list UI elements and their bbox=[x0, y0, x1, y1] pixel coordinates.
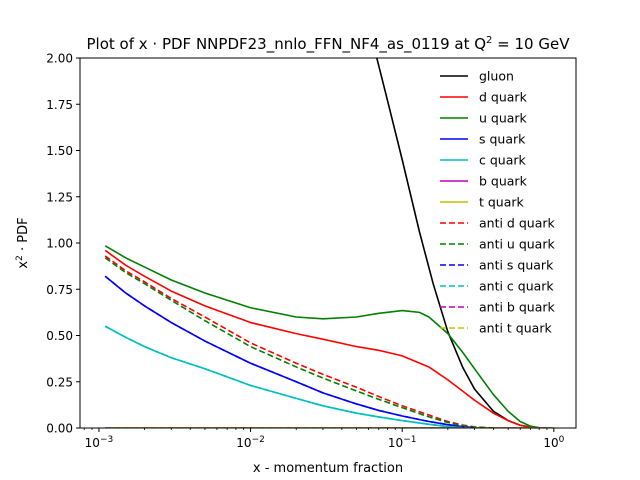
legend-label-s-quark: s quark bbox=[479, 132, 526, 147]
legend-label-b-quark: b quark bbox=[479, 174, 528, 189]
x-tick-label: 10−2 bbox=[236, 435, 265, 450]
series-d-quark-line bbox=[104, 249, 540, 428]
legend-label-anti-t-quark: anti t quark bbox=[479, 321, 552, 336]
series-anti-u-quark-line bbox=[104, 257, 494, 428]
y-tick-label: 0.25 bbox=[46, 375, 73, 389]
x-tick-label: 10−3 bbox=[85, 435, 114, 450]
legend-label-gluon: gluon bbox=[479, 69, 514, 84]
legend: gluon d quark u quark s quark c quark b quark… bbox=[440, 69, 555, 336]
legend-label-anti-b-quark: anti b quark bbox=[479, 300, 555, 315]
y-tick-label: 1.75 bbox=[46, 98, 73, 112]
x-axis-ticks: 10−3 10−2 10−1 100 bbox=[83, 428, 565, 450]
series-layer bbox=[104, 58, 554, 428]
y-tick-label: 1.00 bbox=[46, 237, 73, 251]
series-anti-c-quark-line bbox=[104, 325, 463, 428]
x-tick-label: 100 bbox=[543, 435, 564, 450]
y-tick-label: 0.50 bbox=[46, 329, 73, 343]
y-tick-label: 0.00 bbox=[46, 422, 73, 436]
y-tick-label: 2.00 bbox=[46, 52, 73, 66]
x-tick-label: 10−1 bbox=[388, 435, 417, 450]
series-anti-s-quark-line bbox=[104, 275, 475, 428]
y-axis-ticks: 0.00 0.25 0.50 0.75 1.00 1.25 1.50 1.75 2.00 bbox=[46, 52, 80, 436]
legend-label-t-quark: t quark bbox=[479, 195, 525, 210]
y-tick-label: 0.75 bbox=[46, 283, 73, 297]
x-axis-label: x - momentum fraction bbox=[253, 461, 403, 476]
series-u-quark-line bbox=[104, 245, 544, 428]
y-axis-label: x2 · PDF bbox=[15, 217, 31, 268]
legend-label-anti-c-quark: anti c quark bbox=[479, 279, 554, 294]
legend-label-anti-s-quark: anti s quark bbox=[479, 258, 554, 273]
legend-label-u-quark: u quark bbox=[479, 111, 528, 126]
legend-label-c-quark: c quark bbox=[479, 153, 527, 168]
y-tick-label: 1.25 bbox=[46, 190, 73, 204]
legend-label-d-quark: d quark bbox=[479, 90, 528, 105]
chart-title: Plot of x · PDF NNPDF23_nnlo_FFN_NF4_as_… bbox=[87, 35, 571, 54]
y-tick-label: 1.50 bbox=[46, 144, 73, 158]
legend-label-anti-u-quark: anti u quark bbox=[479, 237, 555, 252]
legend-label-anti-d-quark: anti d quark bbox=[479, 216, 555, 231]
